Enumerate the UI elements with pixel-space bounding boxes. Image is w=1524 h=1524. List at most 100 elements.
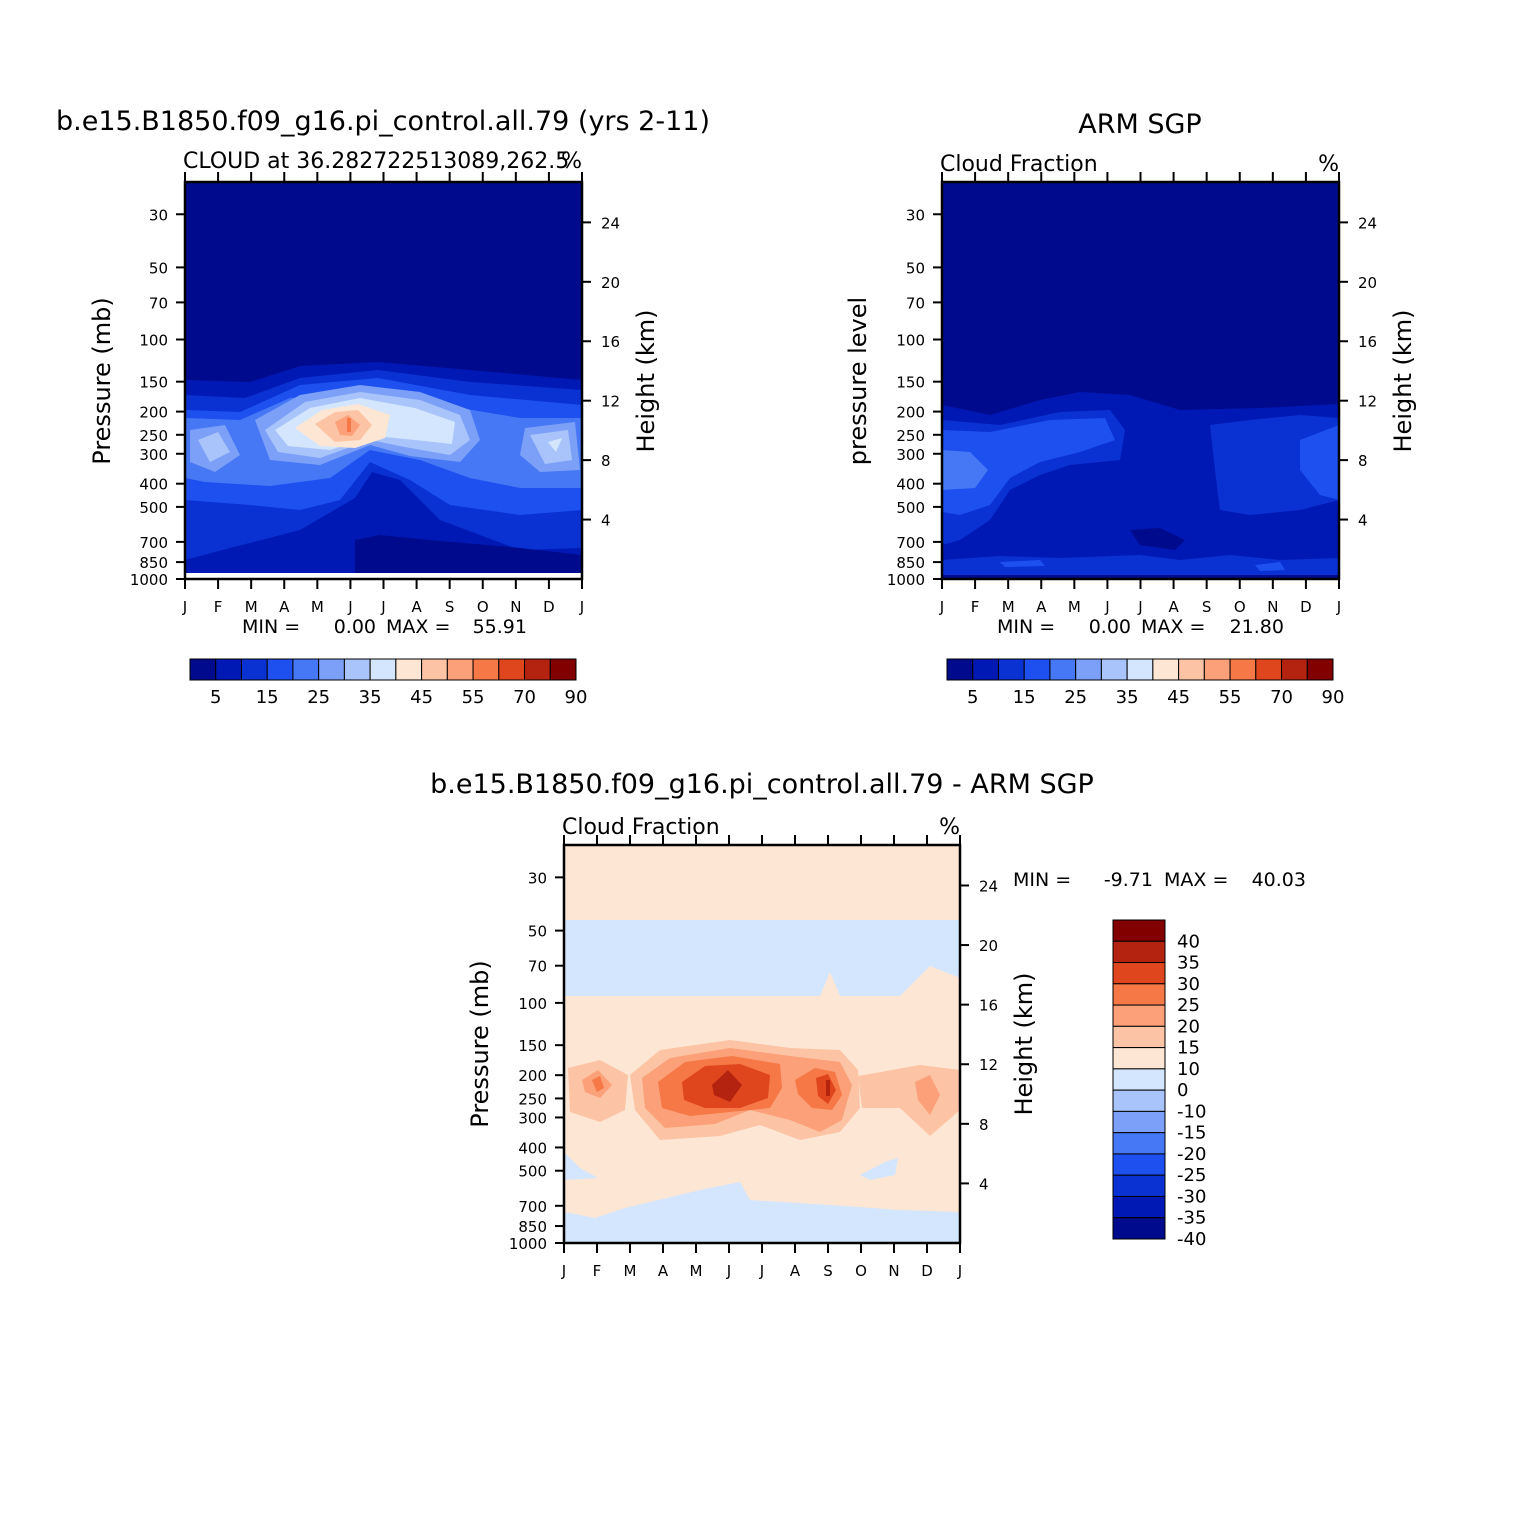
panel-model-ytick-label: 50 bbox=[149, 259, 168, 277]
panel-model-colorbar-box bbox=[549, 658, 577, 681]
panel-diff-colorbar-box bbox=[1112, 962, 1166, 985]
panel-model-colorbar-box bbox=[395, 658, 423, 681]
panel-model-xtick-label: O bbox=[477, 598, 489, 616]
panel-obs-colorbar-label: 35 bbox=[1116, 687, 1139, 708]
panel-diff-colorbar-box bbox=[1112, 1153, 1166, 1176]
panel-diff-xtick-label: F bbox=[593, 1262, 602, 1280]
panel-model-min-value: 0.00 bbox=[334, 616, 376, 638]
panel-diff-ylabel: Pressure (mb) bbox=[466, 960, 494, 1127]
panel-model-ytick-label: 70 bbox=[149, 294, 168, 312]
panel-diff-colorbar-label: 25 bbox=[1177, 995, 1200, 1016]
panel-diff-xtick-label: A bbox=[658, 1262, 669, 1280]
panel-model-ytick-label: 100 bbox=[139, 331, 168, 349]
panel-diff-ytick-right-label: 16 bbox=[979, 997, 998, 1015]
panel-obs-ytick-label: 200 bbox=[896, 404, 925, 422]
panel-diff-colorbar-label: -25 bbox=[1177, 1165, 1206, 1186]
panel-model-ytick-label: 300 bbox=[139, 446, 168, 464]
panel-model-ytick-label: 250 bbox=[139, 427, 168, 445]
panel-obs-colorbar-box bbox=[1075, 658, 1102, 681]
panel-model-ylabel-right: Height (km) bbox=[632, 310, 660, 453]
panel-obs-xtick-label: D bbox=[1300, 598, 1312, 616]
panel-model-xtick-label: J bbox=[380, 598, 385, 616]
panel-obs-ylabel-right: Height (km) bbox=[1389, 310, 1417, 453]
panel-obs-ytick-label: 850 bbox=[896, 554, 925, 572]
panel-obs-colorbar-label: 25 bbox=[1064, 687, 1087, 708]
panel-obs: ARM SGP Cloud Fraction % 305070100150200… bbox=[844, 109, 1417, 708]
panel-model-ytick-label: 500 bbox=[139, 499, 168, 517]
panel-obs-ytick-right-label: 24 bbox=[1358, 214, 1377, 232]
panel-diff-units: % bbox=[939, 815, 960, 840]
panel-diff-xtick-label: J bbox=[957, 1262, 962, 1280]
panel-obs-ytick-label: 1000 bbox=[887, 571, 925, 589]
panel-obs-colorbar-label: 45 bbox=[1167, 687, 1190, 708]
panel-diff-xtick-label: J bbox=[759, 1262, 764, 1280]
panel-obs-colorbar-box bbox=[1306, 658, 1334, 681]
panel-diff: b.e15.B1850.f09_g16.pi_control.all.79 - … bbox=[430, 769, 1306, 1280]
panel-model-colorbar-box bbox=[215, 658, 242, 681]
panel-obs-colorbar-label: 55 bbox=[1219, 687, 1242, 708]
panel-diff-ytick-right-label: 24 bbox=[979, 877, 998, 895]
panel-diff-field bbox=[564, 845, 960, 1243]
panel-model-ytick-label: 200 bbox=[139, 404, 168, 422]
panel-diff-ytick-label: 100 bbox=[518, 995, 547, 1013]
panel-obs-xtick-label: S bbox=[1202, 598, 1212, 616]
panel-model-max-label: MAX = bbox=[386, 616, 450, 638]
panel-model-title: b.e15.B1850.f09_g16.pi_control.all.79 (y… bbox=[56, 106, 710, 137]
panel-diff-colorbar-box bbox=[1112, 1047, 1166, 1070]
panel-diff-xtick-label: S bbox=[823, 1262, 833, 1280]
panel-diff-max-label: MAX = bbox=[1164, 869, 1228, 891]
panel-diff-colorbar-label: -20 bbox=[1177, 1144, 1206, 1165]
panel-obs-ytick-right-label: 16 bbox=[1358, 333, 1377, 351]
panel-model-ytick-right-label: 20 bbox=[601, 274, 620, 292]
panel-obs-colorbar-box bbox=[1152, 658, 1180, 681]
panel-obs-xtick-label: J bbox=[1336, 598, 1341, 616]
panel-obs-colorbar-box bbox=[946, 658, 974, 681]
panel-obs-y-axis-right: 24 20 16 12 8 4 bbox=[1339, 214, 1377, 530]
panel-obs-max-label: MAX = bbox=[1141, 616, 1205, 638]
panel-diff-subtitle: Cloud Fraction bbox=[562, 815, 720, 840]
panel-obs-field bbox=[942, 182, 1339, 579]
panel-model-colorbar-label: 45 bbox=[410, 687, 433, 708]
panel-model-colorbar-box bbox=[343, 658, 371, 681]
panel-diff-colorbar-box bbox=[1112, 1110, 1166, 1134]
panel-obs-ytick-label: 700 bbox=[896, 534, 925, 552]
panel-diff-ytick-right-label: 8 bbox=[979, 1116, 989, 1134]
panel-diff-colorbar-box bbox=[1112, 1068, 1166, 1091]
panel-model-ytick-label: 700 bbox=[139, 534, 168, 552]
panel-obs-xtick-label: A bbox=[1036, 598, 1047, 616]
panel-obs-xtick-label: N bbox=[1267, 598, 1278, 616]
panel-obs-ytick-right-label: 12 bbox=[1358, 393, 1377, 411]
panel-obs-colorbar-box bbox=[1023, 658, 1051, 681]
panel-obs-colorbar-box bbox=[1100, 658, 1128, 681]
panel-diff-max-value: 40.03 bbox=[1252, 869, 1306, 891]
panel-diff-ytick-label: 1000 bbox=[509, 1235, 547, 1253]
panel-model-colorbar-box bbox=[524, 658, 551, 681]
panel-model-colorbar-label: 35 bbox=[359, 687, 382, 708]
panel-obs-ytick-right-label: 4 bbox=[1358, 512, 1368, 530]
panel-obs-xtick-label: J bbox=[1104, 598, 1109, 616]
panel-obs-colorbar-label: 15 bbox=[1013, 687, 1036, 708]
panel-model-y-axis-right: 24 20 16 12 8 4 bbox=[582, 214, 620, 530]
panel-diff-xtick-label: D bbox=[921, 1262, 933, 1280]
panel-obs-ytick-label: 50 bbox=[906, 259, 925, 277]
panel-diff-colorbar-label: 10 bbox=[1177, 1059, 1200, 1080]
panel-diff-colorbar-label: 0 bbox=[1177, 1080, 1188, 1101]
panel-diff-min-label: MIN = bbox=[1013, 869, 1071, 891]
panel-model-colorbar-label: 15 bbox=[256, 687, 279, 708]
panel-obs-colorbar-label: 90 bbox=[1322, 687, 1345, 708]
panel-model-xtick-label: N bbox=[510, 598, 521, 616]
panel-diff-xtick-label: A bbox=[790, 1262, 801, 1280]
panel-obs-stats: MIN = 0.00 MAX = 21.80 bbox=[997, 616, 1284, 638]
panel-model-xtick-label: J bbox=[579, 598, 584, 616]
panel-diff-ytick-right-label: 12 bbox=[979, 1056, 998, 1074]
panel-obs-subtitle: Cloud Fraction bbox=[940, 152, 1098, 177]
panel-model-ytick-right-label: 24 bbox=[601, 214, 620, 232]
panel-diff-xtick-label: O bbox=[855, 1262, 867, 1280]
panel-model-ytick-right-label: 8 bbox=[601, 452, 611, 470]
panel-obs-xtick-label: F bbox=[971, 598, 980, 616]
panel-diff-ytick-label: 400 bbox=[518, 1139, 547, 1157]
